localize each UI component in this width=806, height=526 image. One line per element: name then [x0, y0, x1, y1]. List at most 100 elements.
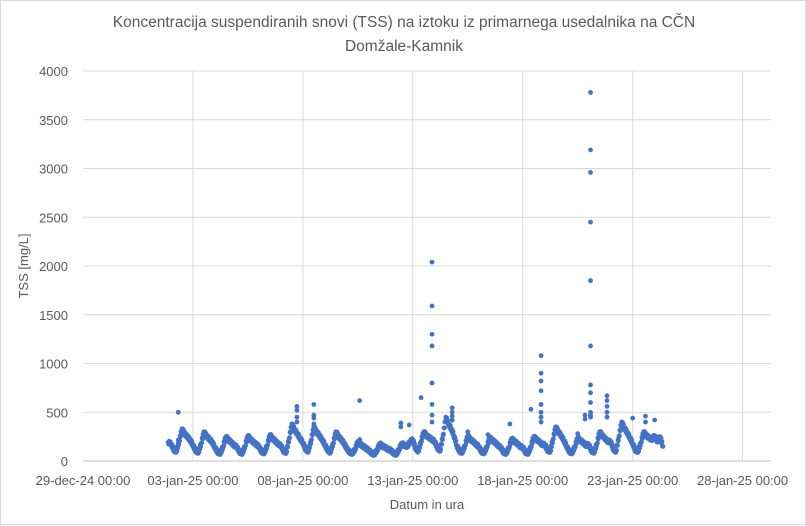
data-point-outlier — [588, 219, 593, 225]
data-point — [548, 448, 554, 454]
data-point — [288, 430, 293, 436]
data-point-outlier — [538, 419, 544, 425]
data-point-outlier — [429, 419, 435, 425]
data-point-outlier — [449, 405, 455, 411]
y-tick-label: 3500 — [39, 113, 68, 128]
data-point — [178, 434, 183, 440]
data-point-outlier — [582, 412, 588, 418]
data-point-outlier — [643, 413, 648, 419]
data-point-outlier — [398, 420, 404, 426]
data-point-outlier — [311, 402, 317, 407]
data-point — [200, 436, 205, 442]
data-point-outlier — [311, 415, 317, 421]
data-point — [438, 446, 444, 452]
data-point-outlier — [588, 382, 593, 388]
data-point-outlier — [588, 90, 593, 95]
data-point — [659, 439, 665, 445]
data-point-outlier — [538, 409, 544, 415]
data-point-outlier — [357, 437, 363, 442]
y-tick-label: 3000 — [39, 162, 68, 177]
x-tick-label: 13-jan-25 00:00 — [367, 473, 458, 488]
y-tick-label: 2500 — [39, 210, 68, 225]
data-point — [445, 417, 451, 423]
data-point — [285, 444, 291, 450]
data-point — [412, 441, 418, 447]
y-tick-label: 2000 — [39, 259, 68, 274]
data-point-outlier — [294, 404, 300, 409]
y-tick-label: 1000 — [39, 357, 68, 372]
x-tick-label: 29-dec-24 00:00 — [36, 473, 131, 488]
data-point — [309, 437, 314, 443]
data-point — [616, 433, 622, 439]
data-point-outlier — [538, 402, 544, 407]
data-point — [286, 439, 292, 445]
data-point-outlier — [588, 400, 593, 405]
data-point-outlier — [604, 409, 610, 415]
data-point — [331, 440, 336, 446]
data-point — [310, 432, 315, 438]
data-point-outlier — [418, 395, 424, 401]
data-point-outlier — [429, 402, 435, 407]
data-point-outlier — [429, 331, 435, 337]
data-point — [442, 425, 447, 431]
data-point-outlier — [604, 393, 610, 399]
data-point-outlier — [294, 419, 300, 425]
data-point-outlier — [588, 343, 593, 349]
data-point — [440, 437, 445, 442]
data-point — [660, 443, 666, 449]
data-point — [284, 449, 290, 454]
data-point — [439, 442, 445, 447]
data-point — [551, 436, 556, 442]
y-tick-label: 4000 — [39, 64, 68, 79]
data-point-outlier — [429, 303, 435, 309]
data-point-outlier — [582, 416, 588, 422]
data-point — [332, 436, 337, 442]
data-point-outlier — [406, 422, 412, 428]
data-point — [614, 447, 620, 453]
data-point-outlier — [429, 259, 435, 265]
data-point — [616, 438, 621, 443]
data-point-outlier — [357, 398, 363, 403]
data-point-outlier — [588, 147, 593, 153]
x-tick-label: 28-jan-25 00:00 — [697, 473, 788, 488]
data-point-outlier — [538, 388, 544, 394]
data-point-outlier — [507, 421, 513, 427]
data-point-outlier — [311, 421, 317, 427]
x-axis-label: Datum in ura — [390, 497, 465, 512]
chart-title-line-1: Koncentracija suspendiranih snovi (TSS) … — [113, 14, 695, 31]
data-point-outlier — [630, 415, 636, 421]
data-point-outlier — [175, 437, 181, 443]
data-point-outlier — [575, 431, 581, 437]
data-point-outlier — [643, 419, 648, 425]
data-point — [441, 431, 446, 437]
data-point — [549, 444, 554, 450]
x-tick-label: 18-jan-25 00:00 — [477, 473, 568, 488]
data-point — [617, 428, 623, 434]
data-point — [450, 429, 456, 435]
data-point-outlier — [604, 404, 610, 409]
x-tick-label: 08-jan-25 00:00 — [257, 473, 348, 488]
data-point-outlier — [429, 343, 435, 349]
data-point-outlier — [465, 429, 471, 435]
data-point-outlier — [538, 353, 544, 359]
data-point-outlier — [294, 414, 300, 420]
data-point-outlier — [429, 380, 435, 386]
data-point-outlier — [652, 417, 658, 423]
data-point-outlier — [588, 390, 593, 396]
y-tick-label: 0 — [61, 454, 68, 469]
y-tick-label: 500 — [46, 405, 68, 420]
data-point-outlier — [538, 378, 544, 384]
data-point-outlier — [528, 406, 534, 412]
data-point-outlier — [588, 170, 593, 175]
data-point-outlier — [588, 278, 593, 284]
data-point — [595, 436, 601, 442]
data-point — [199, 440, 205, 446]
chart-title-line-2: Domžale-Kamnik — [345, 38, 463, 55]
data-point-outlier — [604, 398, 610, 403]
data-point-outlier — [429, 412, 435, 418]
data-point-outlier — [485, 432, 491, 438]
data-point-outlier — [604, 414, 610, 420]
data-point-outlier — [588, 414, 593, 420]
data-point — [551, 432, 557, 438]
